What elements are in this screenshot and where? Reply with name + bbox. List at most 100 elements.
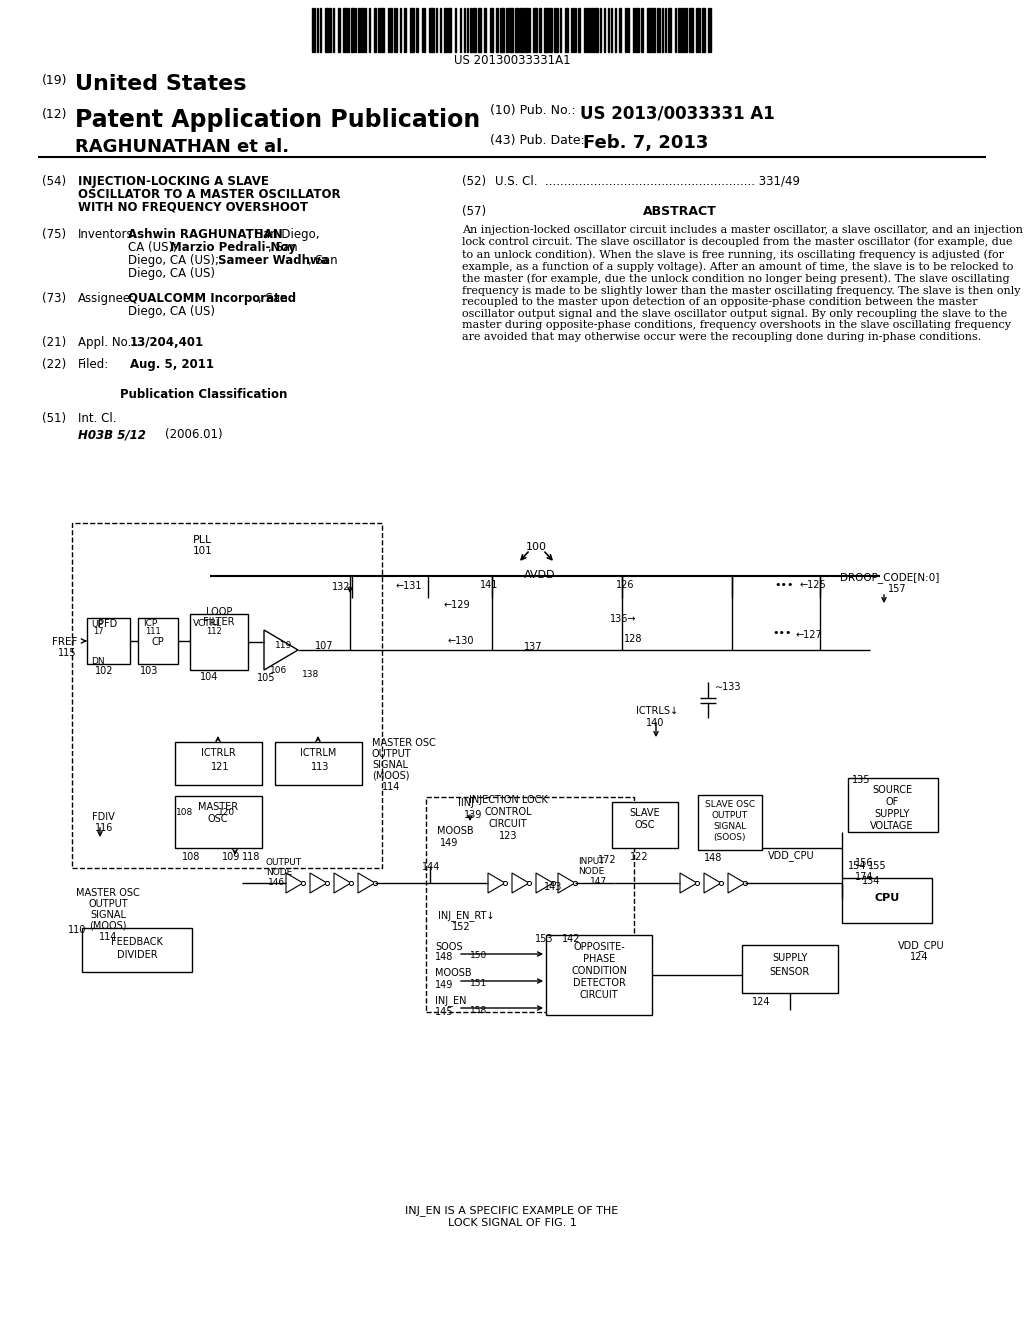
Text: Sameer Wadhwa: Sameer Wadhwa xyxy=(218,253,329,267)
Text: INPUT: INPUT xyxy=(578,857,604,866)
Bar xyxy=(381,8,384,51)
Bar xyxy=(470,8,472,51)
Text: NODE: NODE xyxy=(266,869,292,876)
Text: ICTRLM: ICTRLM xyxy=(300,748,336,758)
Text: FEEDBACK: FEEDBACK xyxy=(111,937,163,946)
Bar xyxy=(338,8,340,51)
Text: Patent Application Publication: Patent Application Publication xyxy=(75,108,480,132)
Text: (75): (75) xyxy=(42,228,67,242)
Text: 154: 154 xyxy=(848,861,866,871)
Bar xyxy=(652,8,655,51)
Text: FREF: FREF xyxy=(52,638,78,647)
Bar xyxy=(584,8,586,51)
Bar xyxy=(175,742,262,785)
Text: 150: 150 xyxy=(470,950,487,960)
Bar xyxy=(325,8,328,51)
Text: 153: 153 xyxy=(535,935,554,944)
Text: •••: ••• xyxy=(774,579,794,590)
Text: ICP: ICP xyxy=(143,619,158,628)
Text: 123: 123 xyxy=(499,832,517,841)
Bar xyxy=(668,8,671,51)
Polygon shape xyxy=(705,873,721,894)
Text: 124: 124 xyxy=(910,952,929,962)
Text: INJECTION-LOCKING A SLAVE: INJECTION-LOCKING A SLAVE xyxy=(78,176,269,187)
Polygon shape xyxy=(536,873,553,894)
Text: An injection-locked oscillator circuit includes a master oscillator, a slave osc: An injection-locked oscillator circuit i… xyxy=(462,224,1023,342)
Bar xyxy=(275,742,362,785)
Text: 141: 141 xyxy=(480,579,499,590)
Text: 126: 126 xyxy=(616,579,635,590)
Text: SLAVE: SLAVE xyxy=(630,808,660,818)
Bar xyxy=(685,8,687,51)
Text: 158: 158 xyxy=(470,1006,487,1015)
Polygon shape xyxy=(334,873,351,894)
Text: , San: , San xyxy=(308,253,338,267)
Text: ICTRLR: ICTRLR xyxy=(201,748,236,758)
Text: 124: 124 xyxy=(752,997,770,1007)
Text: 148: 148 xyxy=(435,952,454,962)
Bar xyxy=(404,8,406,51)
Text: Diego, CA (US);: Diego, CA (US); xyxy=(128,253,223,267)
Bar xyxy=(681,8,684,51)
Text: PLL: PLL xyxy=(193,535,212,545)
Text: 111: 111 xyxy=(145,627,161,636)
Text: VCTRL: VCTRL xyxy=(193,619,222,628)
Text: 122: 122 xyxy=(630,851,648,862)
Bar xyxy=(72,523,382,869)
Text: ←131: ←131 xyxy=(396,581,423,591)
Text: CIRCUIT: CIRCUIT xyxy=(488,818,527,829)
Bar xyxy=(702,8,705,51)
Text: ←129: ←129 xyxy=(444,601,471,610)
Text: Inventors:: Inventors: xyxy=(78,228,137,242)
Text: 156: 156 xyxy=(855,858,873,869)
Text: 106: 106 xyxy=(270,667,288,675)
Polygon shape xyxy=(358,873,375,894)
Text: 143: 143 xyxy=(544,882,562,892)
Text: 107: 107 xyxy=(315,642,334,651)
Text: OF: OF xyxy=(886,797,899,807)
Text: SOURCE: SOURCE xyxy=(872,785,912,795)
Text: US 2013/0033331 A1: US 2013/0033331 A1 xyxy=(580,104,775,121)
Bar xyxy=(351,8,354,51)
Text: (21): (21) xyxy=(42,337,67,348)
Text: (12): (12) xyxy=(42,108,68,121)
Text: 132: 132 xyxy=(332,582,350,591)
Text: Publication Classification: Publication Classification xyxy=(120,388,288,401)
Text: 114: 114 xyxy=(382,781,400,792)
Bar xyxy=(390,8,392,51)
Text: QUALCOMM Incorporated: QUALCOMM Incorporated xyxy=(128,292,296,305)
Bar xyxy=(347,8,349,51)
Text: INJ_EN IS A SPECIFIC EXAMPLE OF THE
LOCK SIGNAL OF FIG. 1: INJ_EN IS A SPECIFIC EXAMPLE OF THE LOCK… xyxy=(406,1205,618,1228)
Polygon shape xyxy=(728,873,745,894)
Text: 151: 151 xyxy=(470,979,487,987)
Text: 174: 174 xyxy=(855,873,873,882)
Text: ←125: ←125 xyxy=(800,579,826,590)
Text: RAGHUNATHAN et al.: RAGHUNATHAN et al. xyxy=(75,139,289,156)
Text: NODE: NODE xyxy=(578,867,604,876)
Text: ∼133: ∼133 xyxy=(715,682,741,692)
Bar xyxy=(641,8,643,51)
Bar xyxy=(416,8,418,51)
Text: 138: 138 xyxy=(302,671,319,678)
Bar xyxy=(509,8,513,51)
Text: 118: 118 xyxy=(242,851,260,862)
Bar xyxy=(490,8,493,51)
Text: 110: 110 xyxy=(68,925,86,935)
Bar xyxy=(636,8,639,51)
Polygon shape xyxy=(264,630,298,671)
Bar xyxy=(506,8,508,51)
Text: Appl. No.:: Appl. No.: xyxy=(78,337,135,348)
Bar xyxy=(534,8,537,51)
Bar xyxy=(478,8,481,51)
Text: MOOSB: MOOSB xyxy=(437,826,474,836)
Text: 108: 108 xyxy=(176,808,194,817)
Text: (52): (52) xyxy=(462,176,486,187)
Text: (73): (73) xyxy=(42,292,67,305)
Text: VOLTAGE: VOLTAGE xyxy=(870,821,913,832)
Text: (57): (57) xyxy=(462,205,486,218)
Text: 113: 113 xyxy=(311,762,329,772)
Text: 128: 128 xyxy=(624,634,642,644)
Text: (19): (19) xyxy=(42,74,68,87)
Bar xyxy=(329,8,331,51)
Text: 119: 119 xyxy=(275,642,292,649)
